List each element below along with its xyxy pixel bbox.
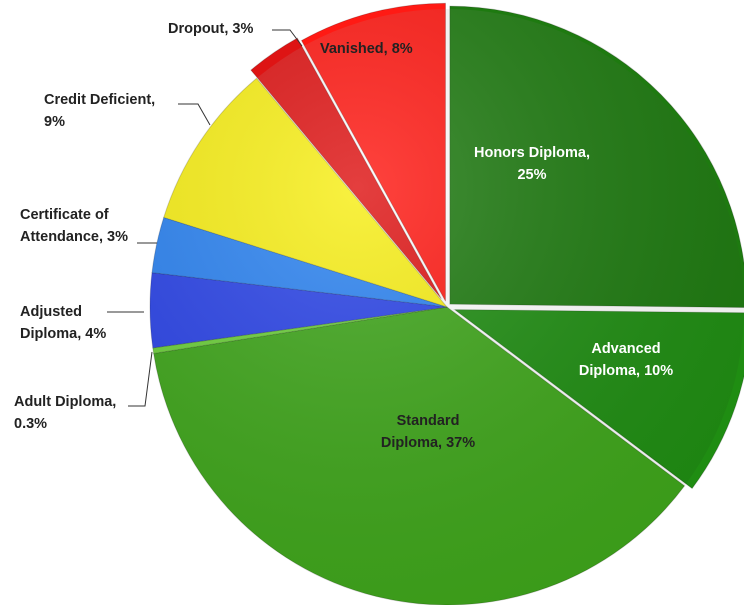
- slice-label-adult-diploma: Adult Diploma, 0.3%: [14, 394, 116, 432]
- pie-slices: [149, 2, 744, 605]
- leader-line-adult-diploma: [128, 351, 153, 407]
- slice-labels: Honors Diploma, 25% Advanced Diploma, 10% St…: [14, 21, 673, 451]
- slice-label-advanced-diploma: Advanced Diploma, 10%: [579, 341, 673, 379]
- slice-label-vanished: Vanished, 8%: [320, 41, 413, 57]
- leader-lines: [107, 29, 303, 407]
- slice-label-credit-deficient: Credit Deficient, 9%: [44, 92, 155, 130]
- slice-label-honors-diploma: Honors Diploma, 25%: [474, 145, 590, 183]
- slice-label-dropout: Dropout, 3%: [168, 21, 253, 37]
- slice-label-standard-diploma: Standard Diploma, 37%: [381, 413, 475, 451]
- pie-shine: [150, 9, 744, 605]
- slice-label-adjusted-diploma: Adjusted Diploma, 4%: [20, 304, 106, 342]
- leader-line-dropout: [272, 29, 303, 47]
- slice-label-certificate-of-attendance: Certificate of Attendance, 3%: [20, 207, 128, 245]
- leader-line-credit-deficient: [178, 103, 211, 126]
